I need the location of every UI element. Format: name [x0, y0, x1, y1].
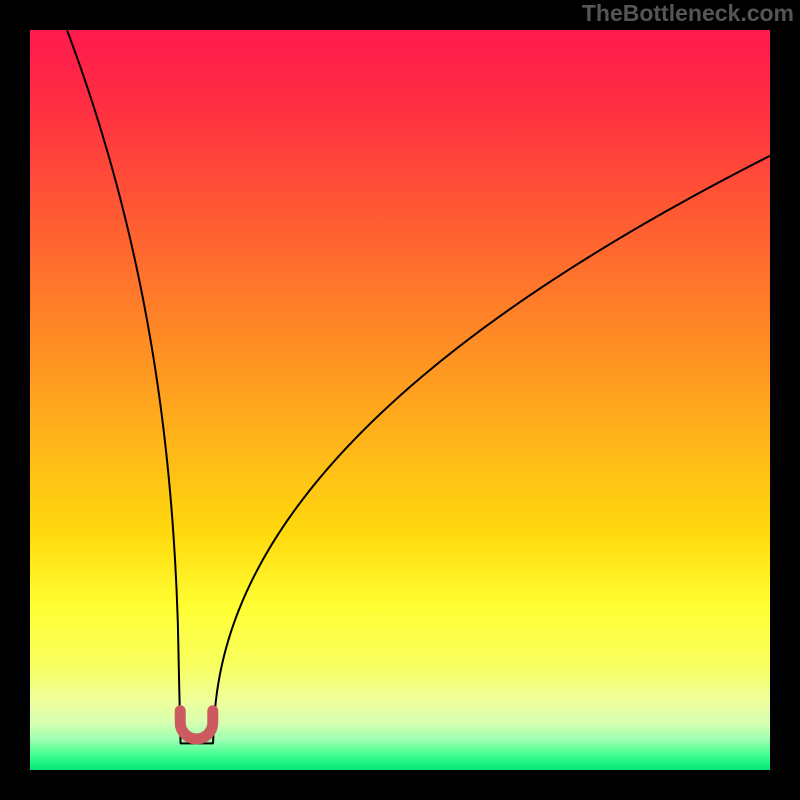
- chart-container: TheBottleneck.com: [0, 0, 800, 800]
- plot-svg: [30, 30, 770, 770]
- gradient-background: [30, 30, 770, 770]
- plot-area: [30, 30, 770, 770]
- watermark-text: TheBottleneck.com: [582, 0, 794, 27]
